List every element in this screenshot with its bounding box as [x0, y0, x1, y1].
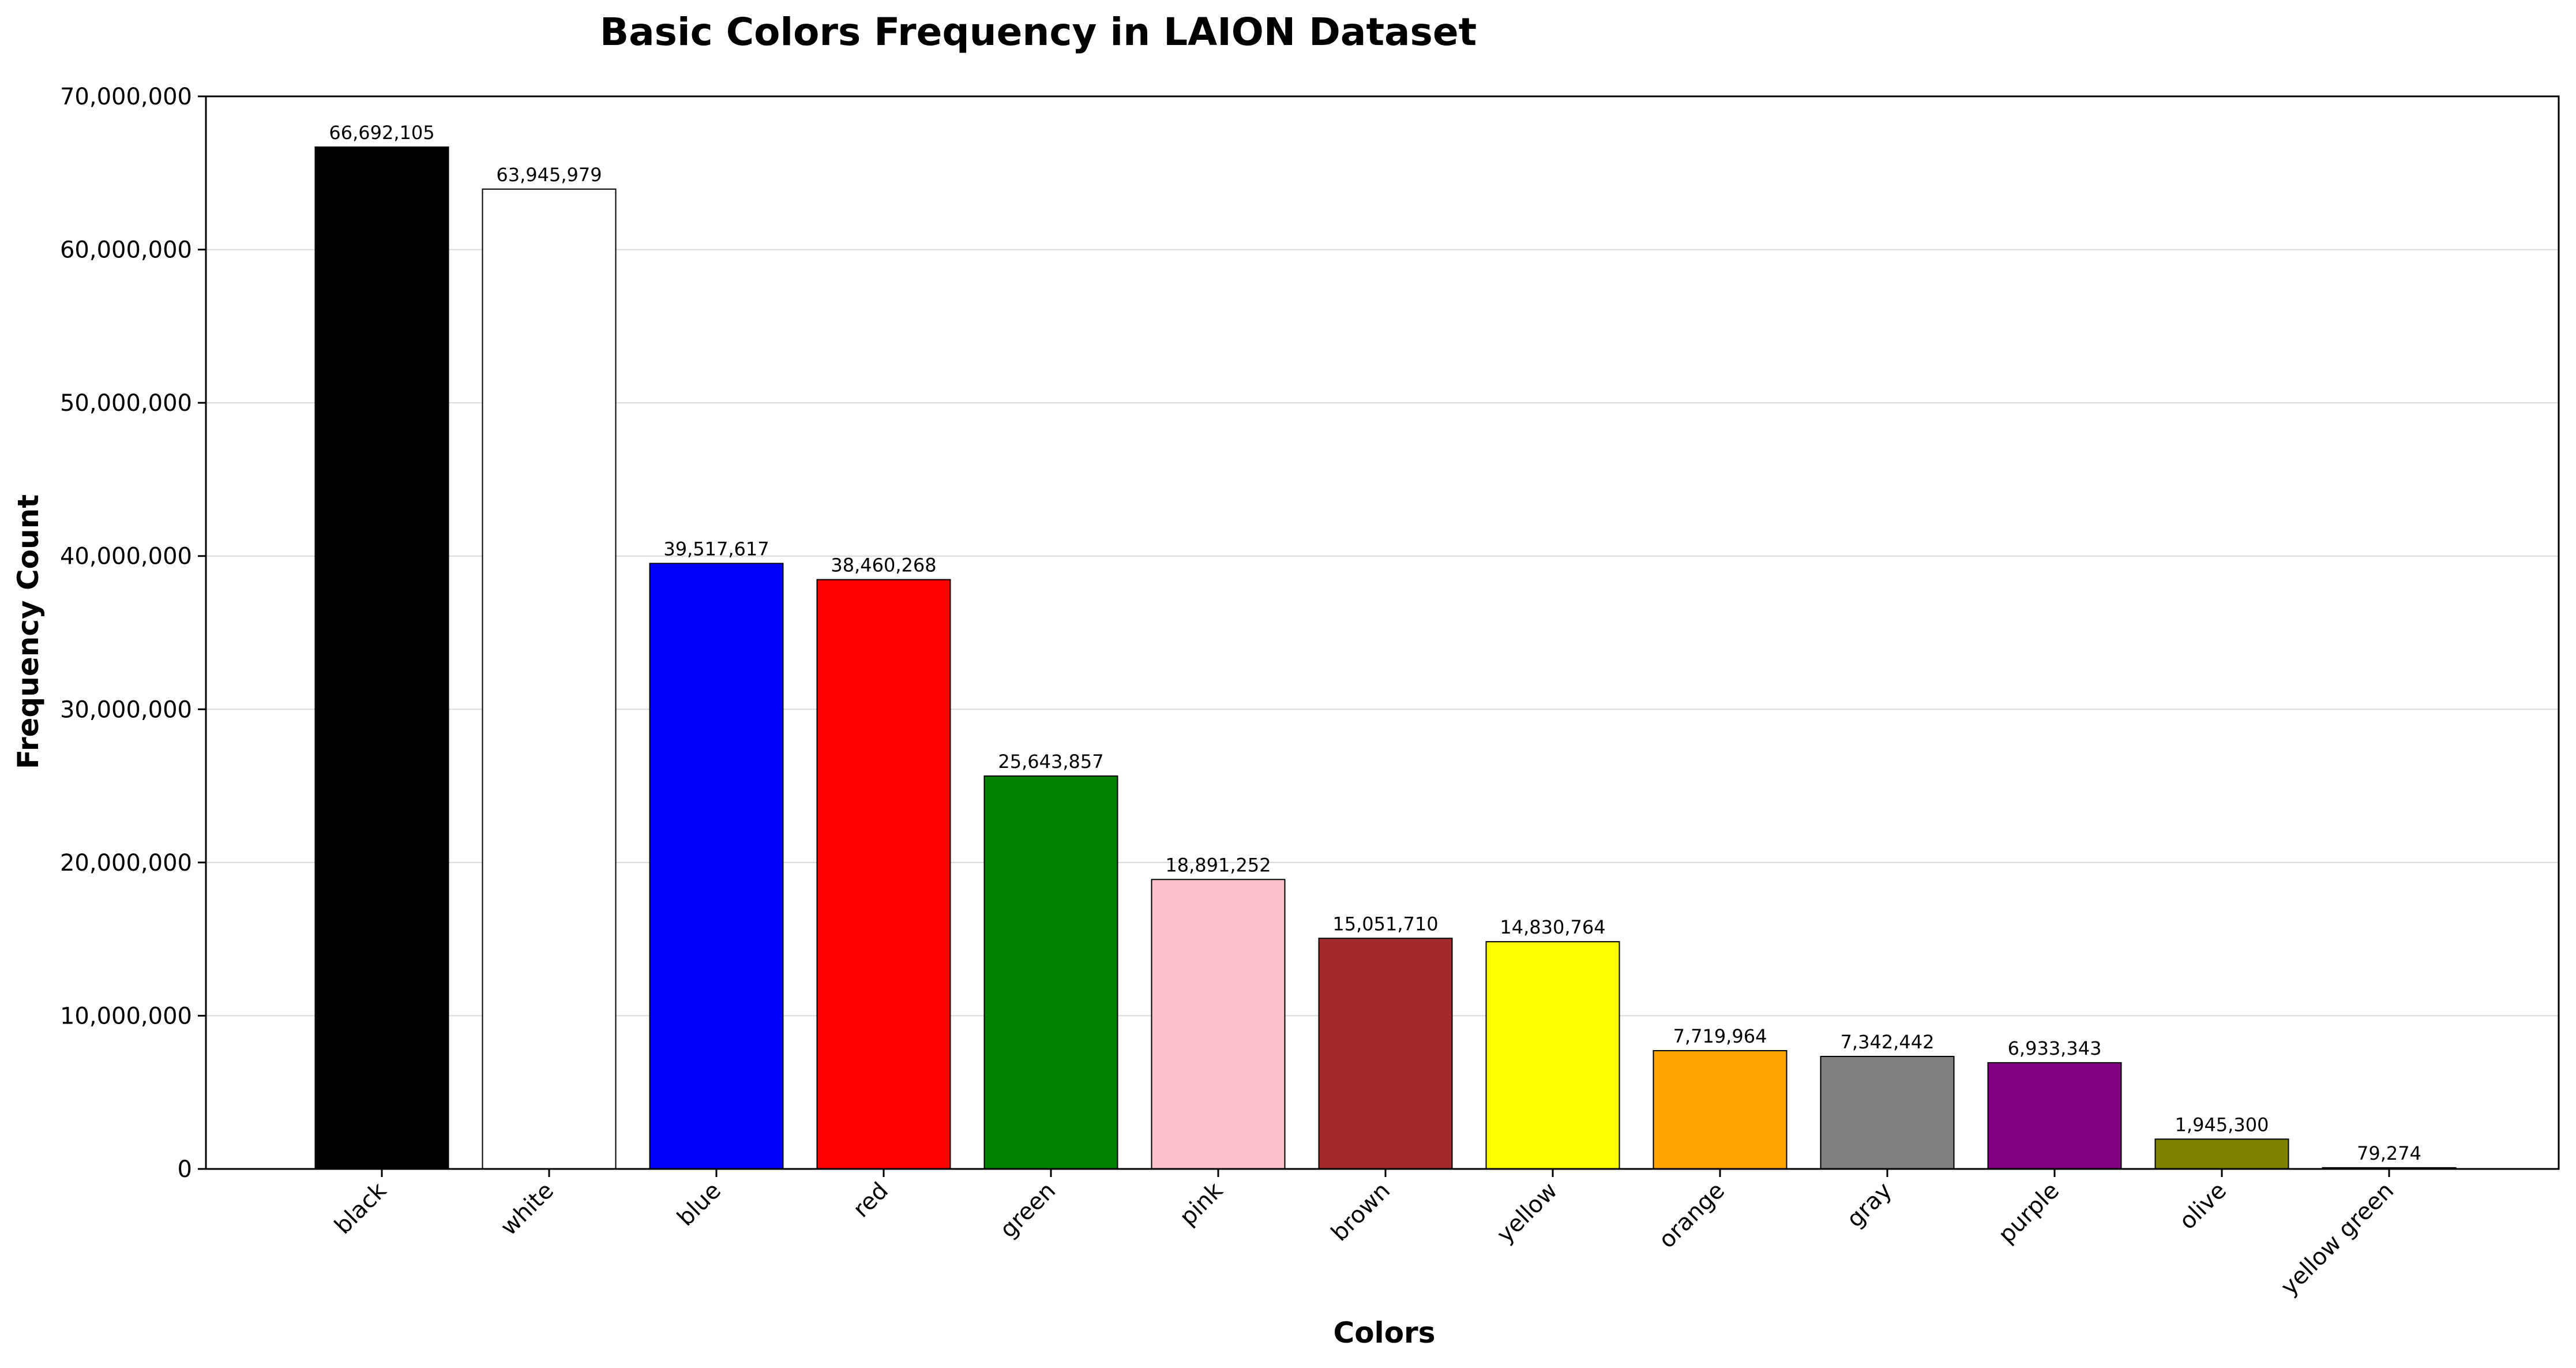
x-tick-label: purple	[1993, 1178, 2064, 1249]
y-tick-label: 10,000,000	[60, 1003, 192, 1029]
data-label: 25,643,857	[998, 751, 1103, 773]
data-label: 63,945,979	[496, 164, 602, 186]
y-tick-label: 20,000,000	[60, 850, 192, 876]
bar-black	[314, 146, 449, 1170]
x-tick-label: gray	[1842, 1178, 1897, 1233]
bar-brown	[1318, 938, 1453, 1170]
y-axis-label: Frequency Count	[12, 494, 45, 769]
x-tick-label: orange	[1654, 1178, 1730, 1254]
x-tick-label: blue	[672, 1178, 726, 1232]
y-tick-label: 0	[178, 1156, 192, 1183]
y-tick-label: 50,000,000	[60, 390, 192, 417]
data-label: 7,719,964	[1673, 1025, 1767, 1047]
data-label: 14,830,764	[1500, 916, 1605, 938]
data-label: 79,274	[2357, 1142, 2421, 1164]
data-label: 66,692,105	[329, 122, 434, 144]
data-label: 1,945,300	[2175, 1114, 2269, 1135]
x-tick-label: pink	[1174, 1177, 1228, 1231]
data-label: 7,342,442	[1841, 1031, 1935, 1053]
y-tick-label: 30,000,000	[60, 696, 192, 723]
bar-pink	[1151, 879, 1286, 1170]
bar-yellow	[1485, 941, 1620, 1170]
x-tick-label: brown	[1326, 1178, 1395, 1247]
x-tick-label: red	[848, 1178, 893, 1223]
x-axis-label: Colors	[1334, 1316, 1436, 1350]
x-tick-label: yellow	[1492, 1178, 1563, 1249]
bar-orange	[1653, 1050, 1788, 1170]
x-axis-ticks: black white blue red green pink brown yellow ora…	[329, 1169, 2399, 1300]
bars	[314, 146, 2457, 1170]
data-label: 6,933,343	[2008, 1037, 2102, 1059]
bar-white	[482, 188, 617, 1170]
y-tick-label: 60,000,000	[60, 237, 192, 264]
data-label: 38,460,268	[831, 554, 936, 576]
bar-green	[983, 775, 1118, 1170]
bar-red	[816, 579, 951, 1170]
y-tick-label: 70,000,000	[60, 84, 192, 110]
bar-purple	[1987, 1062, 2122, 1170]
bar-blue	[649, 563, 784, 1170]
x-tick-label: white	[495, 1178, 559, 1241]
bar-gray	[1820, 1056, 1955, 1170]
x-tick-label: olive	[2174, 1178, 2232, 1235]
x-tick-label: black	[329, 1177, 392, 1239]
data-labels: 66,692,105 63,945,979 39,517,617 38,460,268…	[329, 122, 2421, 1164]
bar-olive	[2154, 1138, 2289, 1170]
chart-title: Basic Colors Frequency in LAION Dataset	[600, 10, 1477, 54]
x-tick-label: yellow green	[2276, 1178, 2399, 1301]
y-axis-ticks: 0 10,000,000 20,000,000 30,000,000 40,000,00…	[60, 84, 206, 1183]
data-label: 15,051,710	[1332, 913, 1438, 935]
data-label: 18,891,252	[1165, 854, 1271, 876]
y-tick-label: 40,000,000	[60, 544, 192, 570]
x-tick-label: green	[995, 1178, 1061, 1243]
plot-frame	[205, 95, 2560, 1170]
data-label: 39,517,617	[663, 538, 769, 560]
